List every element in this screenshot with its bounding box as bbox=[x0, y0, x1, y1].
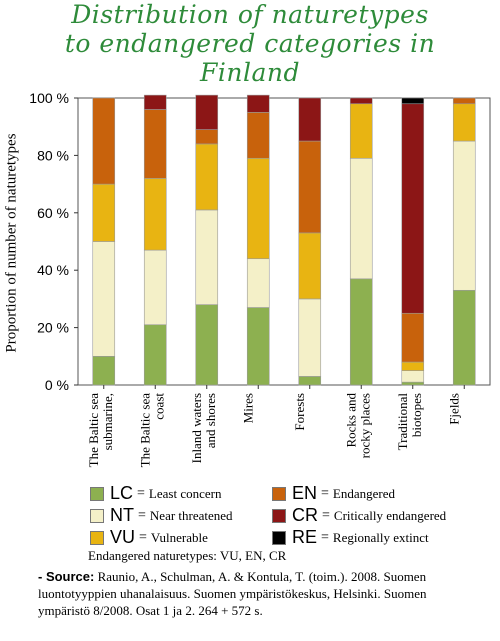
y-tick-label: 60 % bbox=[37, 205, 69, 221]
bar-lc bbox=[143, 324, 167, 386]
bar-vu bbox=[452, 103, 476, 142]
bar-vu bbox=[92, 183, 116, 242]
legend-eq: = bbox=[139, 529, 147, 545]
bar-vu bbox=[195, 143, 219, 211]
legend-code-re: RE bbox=[292, 527, 318, 547]
legend-eq: = bbox=[138, 507, 146, 523]
y-tick-label: 80 % bbox=[37, 147, 69, 163]
bar-en bbox=[92, 97, 116, 185]
bar-nt bbox=[349, 157, 373, 280]
bar-lc bbox=[246, 307, 270, 386]
source-citation: - Source: Raunio, A., Schulman, A. & Kon… bbox=[38, 568, 478, 619]
x-tick-label: Forests bbox=[292, 393, 307, 431]
legend-label-vu: Vulnerable bbox=[150, 529, 208, 545]
y-tick-label: 0 % bbox=[45, 377, 69, 393]
y-tick-label: 40 % bbox=[37, 262, 69, 278]
y-tick-label: 100 % bbox=[29, 90, 69, 106]
bar-en bbox=[246, 112, 270, 159]
bar-lc bbox=[92, 355, 116, 386]
legend-swatch-cr bbox=[272, 508, 286, 523]
bar-vu bbox=[143, 178, 167, 251]
bar-lc bbox=[298, 376, 322, 386]
bar-en bbox=[195, 129, 219, 145]
x-tick-label: Fjelds bbox=[446, 393, 461, 425]
x-tick-label: Inland waters bbox=[189, 393, 204, 463]
x-tick-label: Mires bbox=[240, 393, 255, 423]
legend-swatch-nt bbox=[90, 508, 104, 523]
legend-label-lc: Least concern bbox=[148, 485, 222, 501]
bar-nt bbox=[246, 258, 270, 308]
chart-title: Distribution of naturetypes to endangere… bbox=[0, 0, 500, 87]
legend-eq: = bbox=[321, 485, 329, 501]
title-line-3: Finland bbox=[200, 58, 300, 87]
legend-code-en: EN bbox=[292, 483, 318, 503]
bar-en bbox=[452, 97, 476, 105]
legend-swatch-vu bbox=[90, 530, 104, 545]
legend-code-lc: LC bbox=[110, 483, 134, 503]
bar-nt bbox=[298, 298, 322, 377]
bar-vu bbox=[298, 232, 322, 300]
legend-item-lc: LC = Least concern bbox=[90, 483, 221, 504]
legend-swatch-en bbox=[272, 486, 286, 501]
legend-code-nt: NT bbox=[110, 505, 134, 525]
bar-nt bbox=[452, 140, 476, 291]
bar-nt bbox=[195, 209, 219, 305]
plot-area bbox=[77, 97, 491, 386]
legend-label-nt: Near threatened bbox=[149, 507, 233, 523]
bar-cr bbox=[401, 103, 425, 314]
legend-label-en: Endangered bbox=[332, 485, 396, 501]
legend-item-re: RE = Regionally extinct bbox=[272, 527, 429, 548]
bar-lc bbox=[401, 381, 425, 386]
bar-cr bbox=[246, 94, 270, 113]
legend-label-cr: Critically endangered bbox=[333, 507, 447, 523]
x-tick-label: rocky places bbox=[357, 393, 372, 458]
legend-eq: = bbox=[321, 529, 329, 545]
x-tick-label: Traditional bbox=[395, 393, 410, 451]
bar-cr bbox=[349, 97, 373, 105]
bar-lc bbox=[195, 304, 219, 386]
legend-item-nt: NT = Near threatened bbox=[90, 505, 233, 526]
bar-cr bbox=[143, 94, 167, 110]
x-tick-label: biotopes bbox=[409, 393, 424, 437]
x-tick-label: coast bbox=[151, 393, 166, 420]
source-label: - Source: bbox=[38, 569, 95, 584]
bar-vu bbox=[401, 361, 425, 371]
bar-vu bbox=[246, 157, 270, 260]
bar-vu bbox=[349, 103, 373, 159]
y-tick-label: 20 % bbox=[37, 320, 69, 336]
bar-en bbox=[401, 312, 425, 363]
bar-nt bbox=[143, 249, 167, 326]
title-line-2: to endangered categories in bbox=[64, 29, 436, 58]
legend-item-vu: VU = Vulnerable bbox=[90, 527, 208, 548]
x-tick-label: The Baltic sea bbox=[86, 393, 101, 468]
legend-eq: = bbox=[137, 485, 145, 501]
legend-code-vu: VU bbox=[110, 527, 136, 547]
stacked-bar-chart: 0 %20 %40 %60 %80 %100 %The Baltic sea su… bbox=[29, 90, 491, 468]
legend-item-cr: CR = Critically endangered bbox=[272, 505, 446, 526]
bar-en bbox=[298, 140, 322, 234]
bar-nt bbox=[92, 241, 116, 357]
bar-lc bbox=[452, 289, 476, 386]
bar-re bbox=[401, 97, 425, 105]
title-line-1: Distribution of naturetypes bbox=[71, 0, 429, 29]
legend-code-cr: CR bbox=[292, 505, 318, 525]
source-text: Raunio, A., Schulman, A. & Kontula, T. (… bbox=[38, 569, 427, 618]
legend-item-en: EN = Endangered bbox=[272, 483, 395, 504]
x-tick-label: submarine, bbox=[100, 393, 115, 450]
legend-swatch-re bbox=[272, 530, 286, 545]
legend-label-re: Regionally extinct bbox=[332, 529, 429, 545]
endangered-note: Endangered naturetypes: VU, EN, CR bbox=[88, 548, 287, 563]
legend-eq: = bbox=[322, 507, 330, 523]
x-tick-label: and shores bbox=[203, 393, 218, 448]
bar-cr bbox=[195, 94, 219, 130]
bar-lc bbox=[349, 278, 373, 386]
x-tick-label: The Baltic sea bbox=[137, 393, 152, 468]
bar-en bbox=[143, 109, 167, 179]
bar-cr bbox=[298, 97, 322, 142]
x-tick-label: Rocks and bbox=[343, 393, 358, 448]
legend-swatch-lc bbox=[90, 486, 104, 501]
bar-nt bbox=[401, 370, 425, 383]
